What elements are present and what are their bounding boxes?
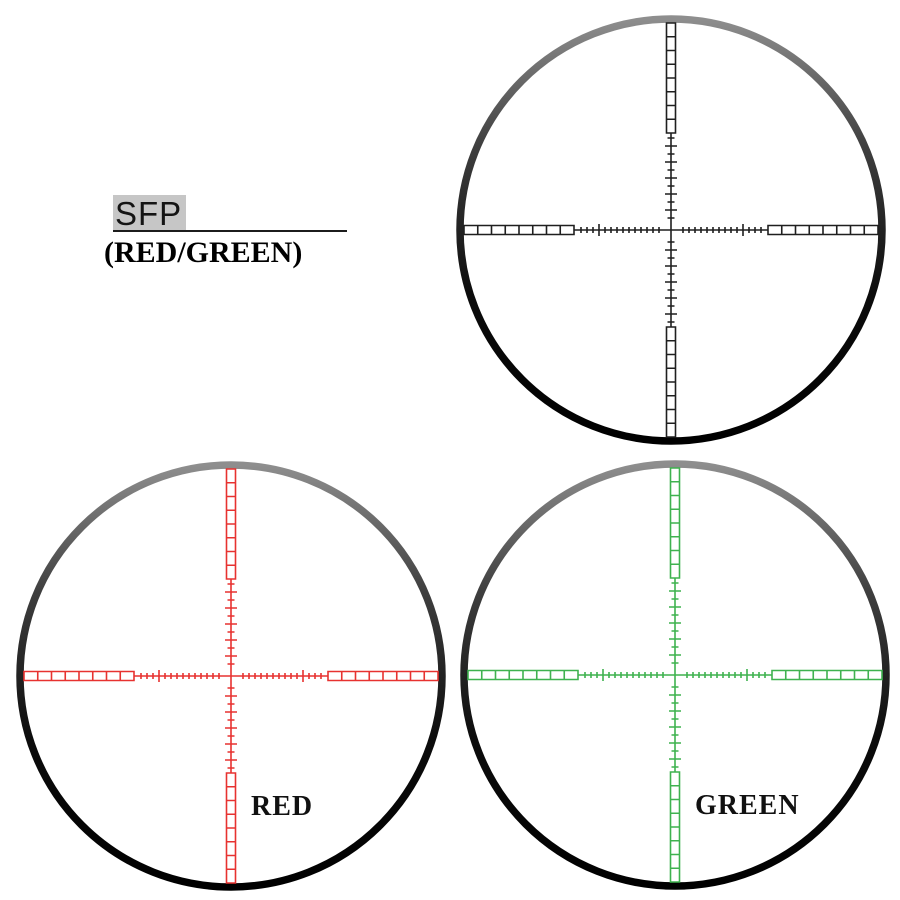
scope-label-red: RED xyxy=(251,791,314,822)
title-underline xyxy=(113,230,347,232)
scope-view-black xyxy=(455,14,887,446)
reticle-graphic-green xyxy=(459,459,891,891)
reticle-graphic-black xyxy=(455,14,887,446)
scope-label-green: GREEN xyxy=(695,790,800,821)
reticle-graphic-red xyxy=(15,460,447,892)
page-subtitle: (RED/GREEN) xyxy=(104,236,303,269)
scope-view-red: RED xyxy=(15,460,447,892)
page-title: SFP xyxy=(113,195,187,231)
scope-view-green: GREEN xyxy=(459,459,891,891)
